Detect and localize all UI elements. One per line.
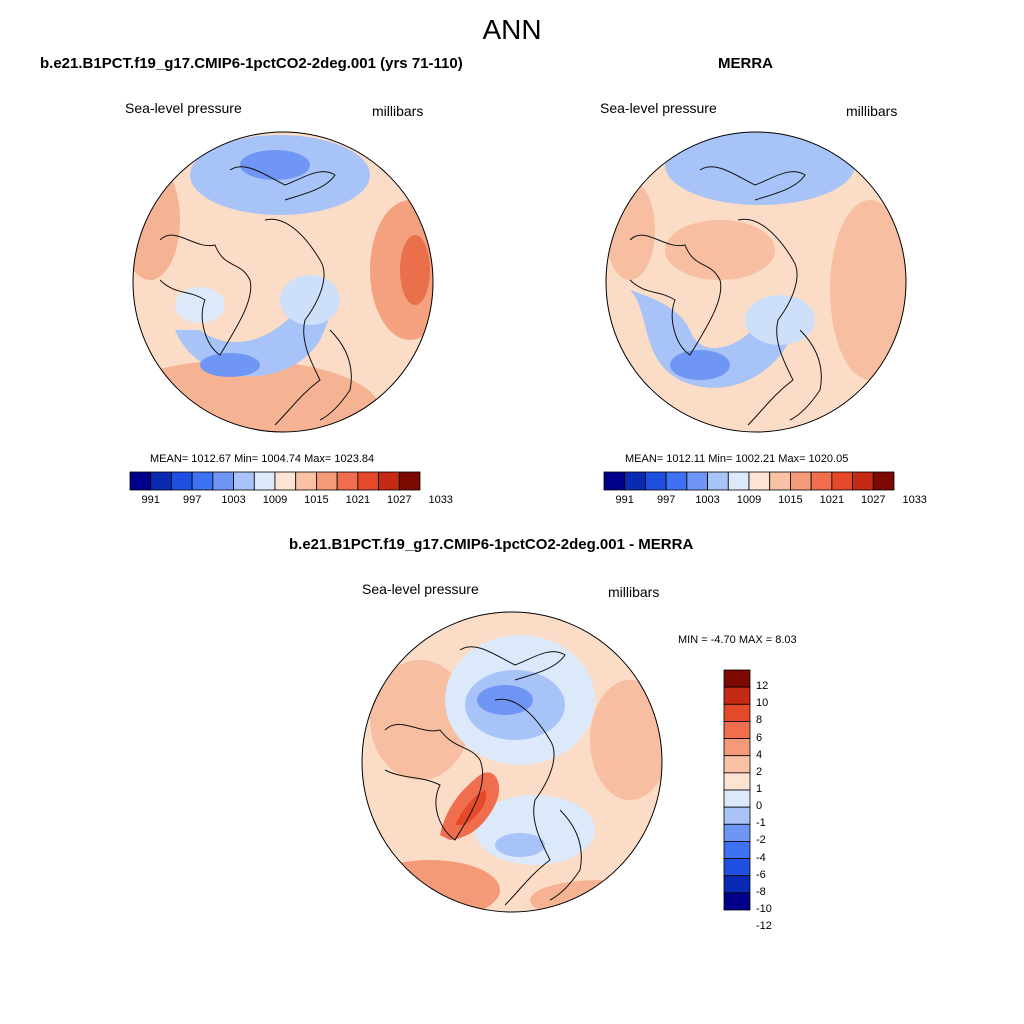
- diff-colorbar-tick-label: 10: [756, 697, 769, 710]
- model-variable-label: Sea-level pressure: [125, 100, 242, 116]
- obs-colorbar-tick-label: 991: [615, 494, 634, 506]
- diff-colorbar-tick-label: -6: [756, 868, 766, 881]
- diff-colorbar-box: [723, 892, 751, 911]
- obs-colorbar-ticks: 991 997 1003 1009 1015 1021 1027 1033: [604, 494, 927, 508]
- diff-colorbar-tick-label: 12: [756, 680, 769, 693]
- obs-colorbar-tick-label: 1009: [736, 494, 762, 506]
- model-colorbar-tick-label: 1009: [262, 494, 288, 506]
- diff-stats: MIN = -4.70 MAX = 8.03: [678, 634, 797, 646]
- diff-colorbar-tick-label: 2: [756, 765, 763, 778]
- model-colorbar-tick-label: 1003: [221, 494, 246, 506]
- diff-colorbar-tick-label: 6: [756, 731, 763, 744]
- obs-colorbar-box: [872, 471, 895, 491]
- diff-colorbar-tick-label: 1: [756, 783, 763, 795]
- model-colorbar: [129, 471, 421, 491]
- obs-stats: MEAN= 1012.11 Min= 1002.21 Max= 1020.05: [625, 453, 849, 465]
- diff-colorbar-tick-label: -4: [756, 851, 766, 864]
- model-colorbar-tick-label: 1021: [345, 494, 371, 506]
- diff-colorbar-tick-label: -2: [756, 834, 766, 847]
- diff-colorbar-box: [723, 686, 751, 705]
- diff-colorbar-box: [723, 841, 751, 859]
- figure-title: ANN: [482, 14, 542, 45]
- obs-colorbar-tick-label: 997: [656, 494, 676, 506]
- model-colorbar-tick-label: 997: [182, 494, 202, 506]
- diff-colorbar-tick-label: 0: [756, 800, 763, 813]
- diff-colorbar: [723, 669, 751, 911]
- obs-units-label: millibars: [846, 103, 898, 119]
- diff-colorbar-box: [723, 789, 751, 808]
- obs-panel-title: MERRA: [718, 55, 773, 72]
- model-units-label: millibars: [372, 103, 424, 119]
- model-colorbar-ticks: 991 997 1003 1009 1015 1021 1027 1033: [130, 494, 453, 508]
- obs-colorbar-tick-label: 1033: [902, 494, 927, 506]
- diff-colorbar-box: [723, 772, 751, 791]
- diff-colorbar-box: [723, 858, 751, 877]
- model-colorbar-tick-label: 991: [141, 494, 160, 506]
- model-colorbar-box: [398, 471, 421, 491]
- model-panel-title: b.e21.B1PCT.f19_g17.CMIP6-1pctCO2-2deg.0…: [40, 55, 463, 72]
- diff-colorbar-ticks: 12 10 8 6 4 2 1 0 -1 -2 -4 -6 -8 -10 -12: [756, 670, 796, 932]
- diff-variable-label: Sea-level pressure: [362, 581, 479, 597]
- diff-colorbar-box: [723, 721, 751, 739]
- diff-units-label: millibars: [608, 584, 660, 600]
- obs-colorbar-tick-label: 1027: [861, 494, 886, 506]
- obs-colorbar: [603, 471, 895, 491]
- obs-colorbar-tick-label: 1003: [695, 494, 720, 506]
- diff-colorbar-tick-label: 8: [756, 714, 763, 727]
- diff-colorbar-box: [723, 755, 751, 774]
- obs-variable-label: Sea-level pressure: [600, 100, 717, 116]
- model-colorbar-tick-label: 1015: [304, 494, 329, 506]
- obs-colorbar-tick-label: 1021: [819, 494, 845, 506]
- diff-colorbar-box: [723, 875, 751, 894]
- obs-colorbar-tick-label: 1015: [778, 494, 803, 506]
- diff-colorbar-box: [723, 823, 751, 842]
- diff-colorbar-tick-label: -12: [756, 920, 772, 933]
- diff-colorbar-box: [723, 669, 751, 688]
- model-colorbar-tick-label: 1033: [428, 494, 453, 506]
- diff-colorbar-tick-label: -10: [756, 903, 772, 915]
- diff-colorbar-box: [723, 738, 751, 757]
- diff-colorbar-tick-label: 4: [756, 748, 763, 761]
- diff-panel-title: b.e21.B1PCT.f19_g17.CMIP6-1pctCO2-2deg.0…: [289, 536, 694, 553]
- model-colorbar-tick-label: 1027: [387, 494, 412, 506]
- diff-colorbar-tick-label: -8: [756, 885, 766, 898]
- model-stats: MEAN= 1012.67 Min= 1004.74 Max= 1023.84: [150, 453, 375, 465]
- diff-colorbar-box: [723, 806, 751, 825]
- diff-colorbar-tick-label: -1: [756, 817, 766, 830]
- diff-colorbar-box: [723, 703, 751, 722]
